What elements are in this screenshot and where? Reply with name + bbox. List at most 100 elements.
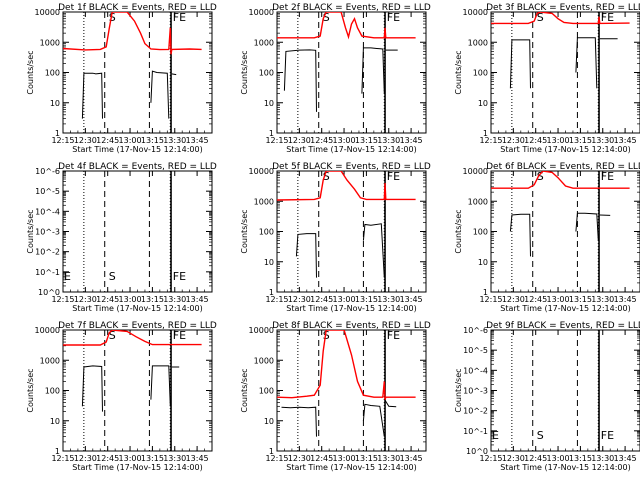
y-tick-label: 10^-5 [35,187,60,196]
y-axis-title: Counts/sec [26,368,35,412]
x-tick-label: 13:15 [569,454,592,463]
events-series-line [150,365,171,407]
lld-series-line [491,12,630,25]
plot-frame [490,170,640,293]
y-tick-label: 100 [473,69,488,78]
y-tick-label: 10^-2 [463,407,488,416]
marker-label-e: E [492,429,499,442]
panel-title: Det 6f BLACK = Events, RED = LLD [486,162,640,172]
y-tick-label: 1000 [254,38,274,47]
y-tick-label: 100 [259,387,274,396]
panel-title: Det 8f BLACK = Events, RED = LLD [272,321,431,331]
events-series-line [361,47,385,94]
y-axis-title: Counts/sec [240,368,249,412]
x-tick-label: 13:30 [377,454,400,463]
events-series-line [283,49,317,112]
y-axis-title: Counts/sec [26,209,35,253]
events-series-line [384,205,386,227]
y-axis-title: Counts/sec [454,209,463,253]
x-tick-label: 12:45 [524,136,547,145]
marker-label-fe: FE [173,270,186,283]
x-tick-label: 13:00 [547,454,570,463]
x-tick-label: 12:30 [74,454,97,463]
x-axis-title: Start Time (17-Nov-15 12:14:00) [72,304,202,313]
lld-series-line [277,330,416,400]
x-tick-label: 13:15 [141,454,164,463]
marker-label-fe: FE [601,11,614,24]
x-tick-label: 12:45 [310,295,333,304]
x-tick-label: 12:45 [310,136,333,145]
x-tick-label: 12:15 [479,295,502,304]
marker-label-s: S [323,329,330,342]
plot-frame [276,329,427,452]
x-tick-label: 13:00 [119,454,142,463]
marker-label-fe: FE [387,329,400,342]
y-tick-label: 10 [478,99,488,108]
marker-label-e: E [64,270,71,283]
events-series-line [150,70,170,119]
x-tick-label: 12:45 [96,454,119,463]
y-tick-label: 100 [45,387,60,396]
x-tick-label: 12:30 [502,295,525,304]
x-tick-label: 13:30 [377,136,400,145]
y-tick-label: 1000 [468,197,488,206]
y-tick-label: 1 [55,129,60,138]
x-tick-label: 12:15 [265,295,288,304]
x-tick-label: 13:45 [614,136,637,145]
events-series-line [575,37,598,89]
x-tick-label: 13:45 [186,136,209,145]
detector-panel: Det 5f BLACK = Events, RED = LLD 1 10 100 10… [240,162,431,313]
panel-title: Det 7f BLACK = Events, RED = LLD [58,321,217,331]
events-series-line [509,213,531,257]
x-tick-label: 13:30 [591,295,614,304]
plot-frame [62,11,213,134]
x-tick-label: 13:00 [547,295,570,304]
x-axis-title: Start Time (17-Nov-15 12:14:00) [72,145,202,154]
detector-panel: Det 2f BLACK = Events, RED = LLD 1 10 100 10… [240,3,431,154]
x-tick-label: 12:15 [51,454,74,463]
x-tick-label: 13:00 [333,295,356,304]
x-tick-label: 12:15 [265,136,288,145]
x-tick-label: 13:45 [400,136,423,145]
y-tick-label: 10 [264,258,274,267]
events-series-line [81,365,103,412]
x-tick-label: 12:15 [51,295,74,304]
detector-panel: Det 4f BLACK = Events, RED = LLD 10^0 10^-… [26,162,217,313]
events-series-line [295,233,317,278]
y-tick-label: 10000 [249,326,274,335]
panel-title: Det 4f BLACK = Events, RED = LLD [58,162,217,172]
x-tick-label: 13:00 [119,136,142,145]
plot-frame [62,329,213,452]
x-tick-label: 12:45 [96,136,119,145]
y-tick-label: 1 [55,447,60,456]
x-tick-label: 12:45 [524,295,547,304]
x-tick-label: 12:30 [502,136,525,145]
x-tick-label: 13:30 [163,454,186,463]
x-tick-label: 13:30 [591,454,614,463]
y-axis-title: Counts/sec [454,50,463,94]
y-tick-label: 10 [50,99,60,108]
y-tick-label: 10^-4 [35,207,60,216]
y-tick-label: 10 [264,99,274,108]
lld-series-line [277,12,416,40]
plot-frame [62,170,213,293]
x-tick-label: 12:30 [288,136,311,145]
detector-panel: Det 6f BLACK = Events, RED = LLD 1 10 100 10… [454,162,640,313]
lld-series-line [277,171,416,201]
detector-panel: Det 8f BLACK = Events, RED = LLD 1 10 100 10… [240,321,431,472]
marker-label-s: S [109,329,116,342]
y-tick-label: 10^-3 [463,387,488,396]
x-tick-label: 13:15 [355,295,378,304]
x-axis-title: Start Time (17-Nov-15 12:14:00) [286,463,416,472]
y-tick-label: 100 [473,228,488,237]
y-tick-label: 10^0 [38,288,60,297]
y-tick-label: 100 [259,228,274,237]
y-tick-label: 100 [259,69,274,78]
y-tick-label: 10000 [249,167,274,176]
x-axis-title: Start Time (17-Nov-15 12:14:00) [500,145,630,154]
y-tick-label: 10^-6 [35,167,60,176]
panel-title: Det 2f BLACK = Events, RED = LLD [272,3,431,13]
y-tick-label: 10000 [35,326,60,335]
x-tick-label: 13:15 [355,136,378,145]
y-tick-label: 10000 [463,167,488,176]
